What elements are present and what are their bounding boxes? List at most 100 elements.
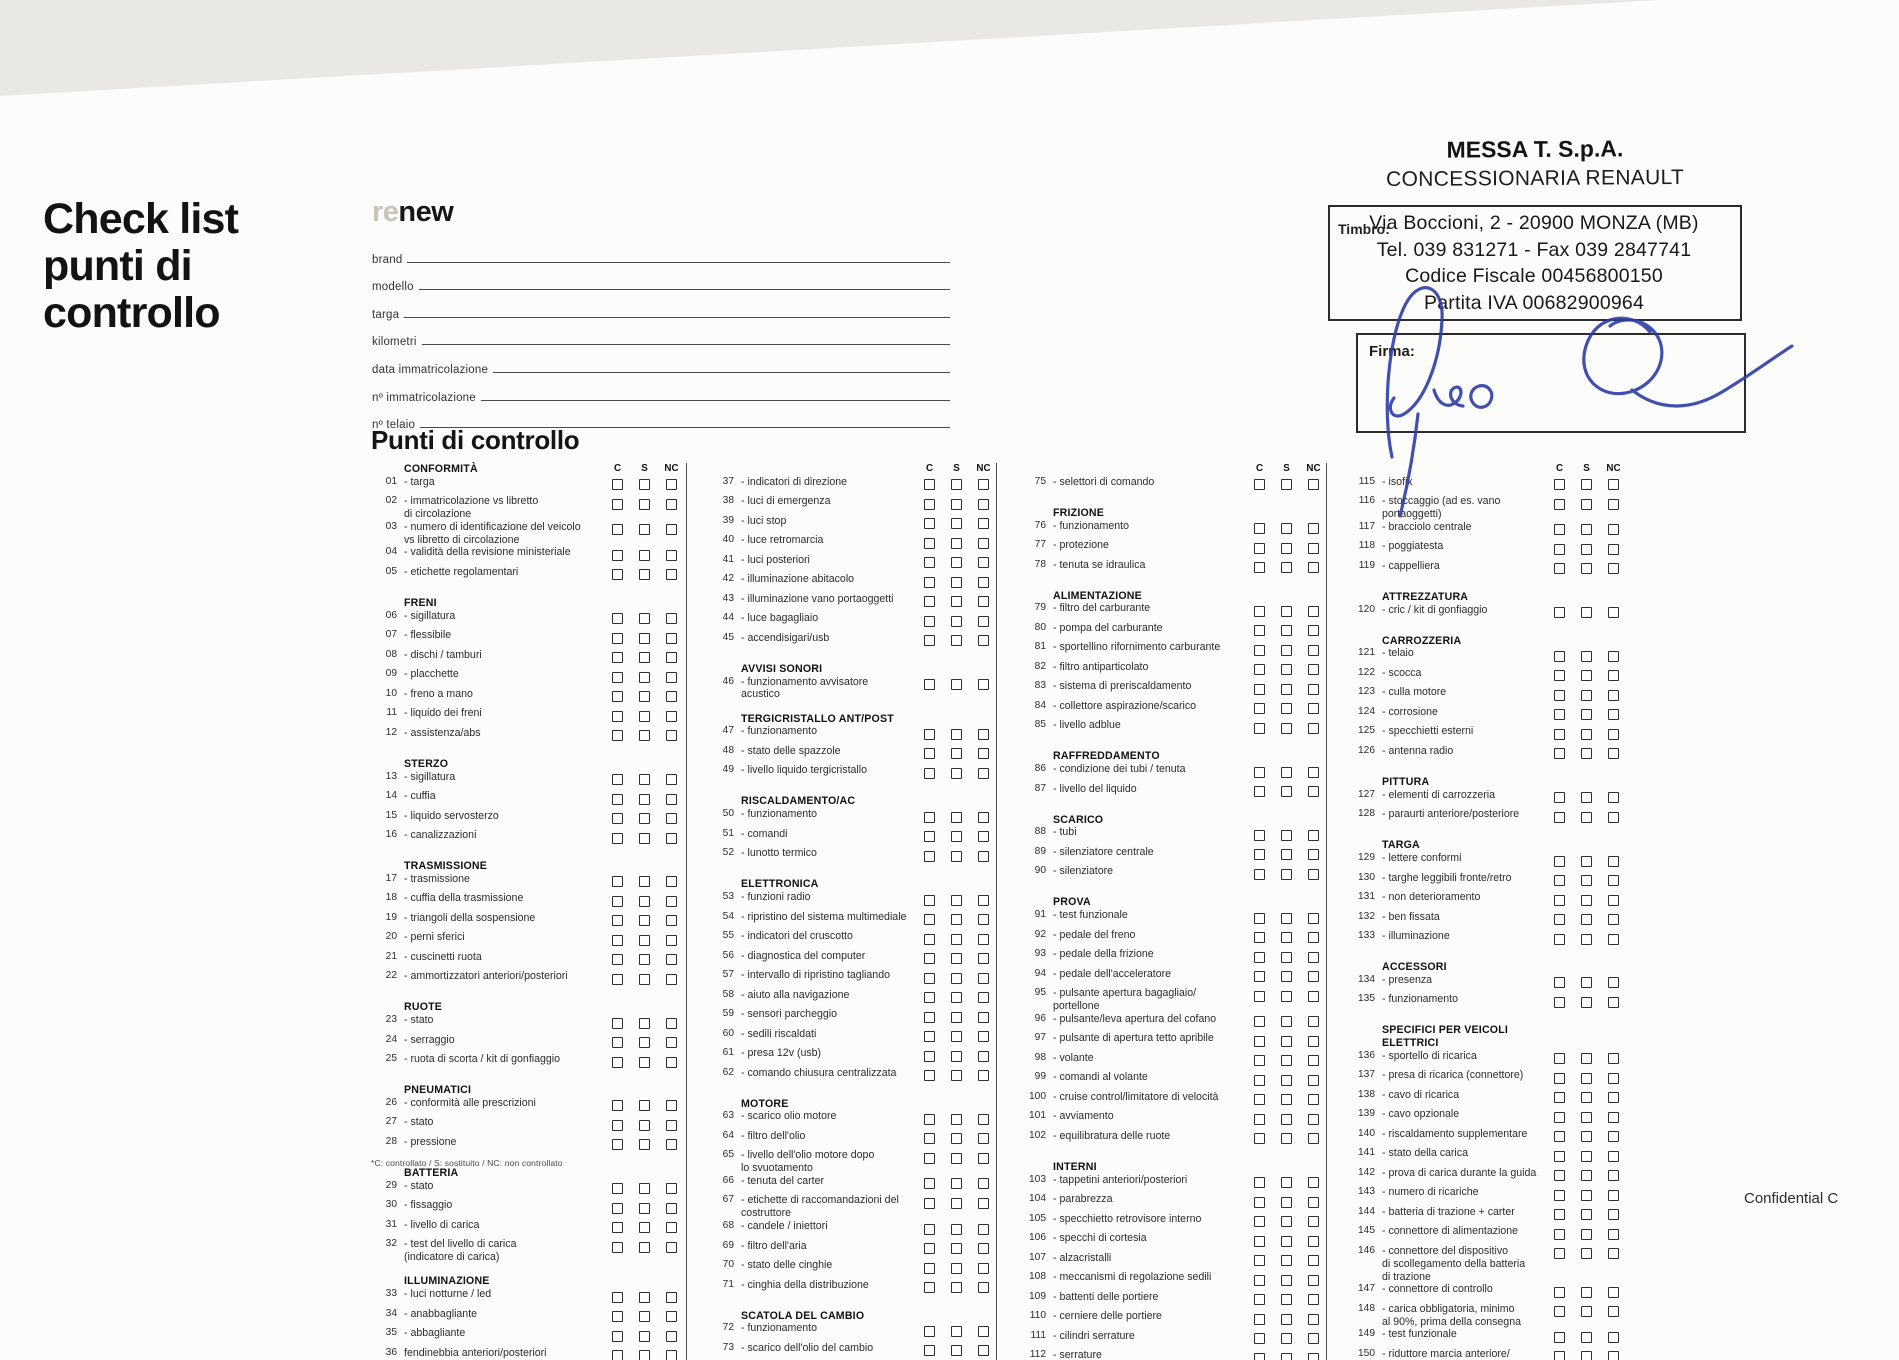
checkbox-c-69[interactable] — [924, 1243, 935, 1255]
checkbox-c-33[interactable] — [612, 1291, 623, 1303]
checkbox-s-03[interactable] — [639, 524, 650, 536]
checkbox-nc-108[interactable] — [1308, 1274, 1319, 1286]
checkbox-c-104[interactable] — [1254, 1196, 1265, 1208]
checkbox-s-88[interactable] — [1281, 829, 1292, 841]
checkbox-nc-122[interactable] — [1608, 670, 1619, 682]
checkbox-s-128[interactable] — [1581, 811, 1592, 823]
checkbox-s-68[interactable] — [951, 1223, 962, 1235]
checkbox-c-34[interactable] — [612, 1311, 623, 1323]
checkbox-nc-32[interactable] — [666, 1241, 677, 1253]
checkbox-s-132[interactable] — [1581, 914, 1592, 926]
checkbox-c-128[interactable] — [1554, 811, 1565, 823]
checkbox-s-143[interactable] — [1581, 1189, 1592, 1201]
checkbox-c-117[interactable] — [1554, 524, 1565, 536]
checkbox-s-150[interactable] — [1581, 1351, 1592, 1360]
checkbox-s-126[interactable] — [1581, 748, 1592, 760]
checkbox-s-103[interactable] — [1281, 1177, 1292, 1189]
checkbox-s-50[interactable] — [951, 811, 962, 823]
checkbox-nc-50[interactable] — [978, 811, 989, 823]
checkbox-nc-133[interactable] — [1608, 933, 1619, 945]
checkbox-nc-129[interactable] — [1608, 855, 1619, 867]
checkbox-c-40[interactable] — [924, 537, 935, 549]
checkbox-c-100[interactable] — [1254, 1094, 1265, 1106]
checkbox-c-47[interactable] — [924, 728, 935, 740]
checkbox-s-60[interactable] — [951, 1031, 962, 1043]
checkbox-c-82[interactable] — [1254, 664, 1265, 676]
checkbox-nc-65[interactable] — [978, 1152, 989, 1164]
checkbox-s-48[interactable] — [951, 748, 962, 760]
checkbox-nc-17[interactable] — [666, 876, 677, 888]
checkbox-c-96[interactable] — [1254, 1016, 1265, 1028]
checkbox-s-15[interactable] — [639, 813, 650, 825]
checkbox-c-118[interactable] — [1554, 543, 1565, 555]
checkbox-s-41[interactable] — [951, 557, 962, 569]
checkbox-c-50[interactable] — [924, 811, 935, 823]
checkbox-c-86[interactable] — [1254, 766, 1265, 778]
checkbox-nc-150[interactable] — [1608, 1351, 1619, 1360]
checkbox-c-80[interactable] — [1254, 625, 1265, 637]
checkbox-s-57[interactable] — [951, 972, 962, 984]
form-field-write-line[interactable] — [404, 316, 950, 318]
checkbox-c-16[interactable] — [612, 832, 623, 844]
checkbox-c-53[interactable] — [924, 894, 935, 906]
form-field-write-line[interactable] — [407, 261, 950, 263]
checkbox-nc-81[interactable] — [1308, 644, 1319, 656]
checkbox-nc-05[interactable] — [666, 569, 677, 581]
checkbox-s-09[interactable] — [639, 671, 650, 683]
checkbox-nc-71[interactable] — [978, 1282, 989, 1294]
checkbox-nc-08[interactable] — [666, 652, 677, 664]
checkbox-c-10[interactable] — [612, 691, 623, 703]
checkbox-c-62[interactable] — [924, 1070, 935, 1082]
checkbox-nc-49[interactable] — [978, 767, 989, 779]
checkbox-nc-128[interactable] — [1608, 811, 1619, 823]
checkbox-c-132[interactable] — [1554, 914, 1565, 926]
checkbox-c-54[interactable] — [924, 914, 935, 926]
checkbox-nc-123[interactable] — [1608, 689, 1619, 701]
checkbox-c-09[interactable] — [612, 671, 623, 683]
checkbox-c-122[interactable] — [1554, 670, 1565, 682]
checkbox-c-147[interactable] — [1554, 1286, 1565, 1298]
checkbox-nc-12[interactable] — [666, 730, 677, 742]
checkbox-nc-120[interactable] — [1608, 607, 1619, 619]
checkbox-c-149[interactable] — [1554, 1331, 1565, 1343]
checkbox-nc-106[interactable] — [1308, 1235, 1319, 1247]
checkbox-c-67[interactable] — [924, 1197, 935, 1209]
checkbox-nc-89[interactable] — [1308, 849, 1319, 861]
checkbox-s-70[interactable] — [951, 1262, 962, 1274]
checkbox-s-137[interactable] — [1581, 1072, 1592, 1084]
checkbox-nc-104[interactable] — [1308, 1196, 1319, 1208]
checkbox-c-72[interactable] — [924, 1325, 935, 1337]
checkbox-nc-79[interactable] — [1308, 605, 1319, 617]
checkbox-c-143[interactable] — [1554, 1189, 1565, 1201]
checkbox-s-96[interactable] — [1281, 1016, 1292, 1028]
checkbox-c-90[interactable] — [1254, 868, 1265, 880]
checkbox-nc-103[interactable] — [1308, 1177, 1319, 1189]
checkbox-c-30[interactable] — [612, 1202, 623, 1214]
checkbox-c-55[interactable] — [924, 933, 935, 945]
checkbox-s-141[interactable] — [1581, 1150, 1592, 1162]
checkbox-c-75[interactable] — [1254, 479, 1265, 491]
checkbox-nc-98[interactable] — [1308, 1055, 1319, 1067]
checkbox-s-01[interactable] — [639, 479, 650, 491]
checkbox-c-21[interactable] — [612, 954, 623, 966]
checkbox-s-119[interactable] — [1581, 563, 1592, 575]
checkbox-nc-127[interactable] — [1608, 792, 1619, 804]
checkbox-s-62[interactable] — [951, 1070, 962, 1082]
checkbox-c-135[interactable] — [1554, 996, 1565, 1008]
checkbox-s-08[interactable] — [639, 652, 650, 664]
checkbox-c-144[interactable] — [1554, 1209, 1565, 1221]
checkbox-s-112[interactable] — [1281, 1352, 1292, 1360]
checkbox-c-99[interactable] — [1254, 1074, 1265, 1086]
checkbox-s-30[interactable] — [639, 1202, 650, 1214]
checkbox-c-111[interactable] — [1254, 1333, 1265, 1345]
checkbox-s-91[interactable] — [1281, 912, 1292, 924]
checkbox-s-49[interactable] — [951, 767, 962, 779]
checkbox-s-116[interactable] — [1581, 498, 1592, 510]
checkbox-c-12[interactable] — [612, 730, 623, 742]
checkbox-c-81[interactable] — [1254, 644, 1265, 656]
checkbox-s-145[interactable] — [1581, 1228, 1592, 1240]
checkbox-c-51[interactable] — [924, 831, 935, 843]
checkbox-s-26[interactable] — [639, 1100, 650, 1112]
checkbox-s-148[interactable] — [1581, 1306, 1592, 1318]
checkbox-nc-13[interactable] — [666, 774, 677, 786]
